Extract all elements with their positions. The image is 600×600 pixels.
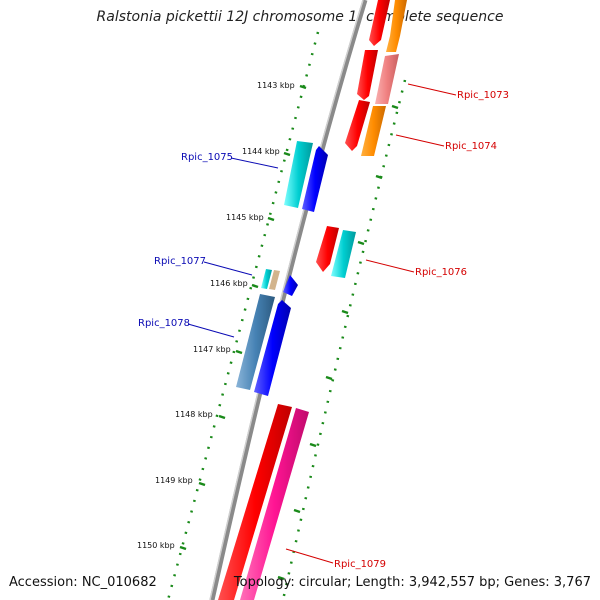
- gene-rpic-1074-red[interactable]: [345, 100, 370, 151]
- gene-label[interactable]: Rpic_1079: [334, 559, 386, 570]
- scale-label: 1147 kbp: [193, 345, 231, 354]
- gene-label[interactable]: Rpic_1075: [181, 152, 233, 163]
- scale-tick: [375, 174, 383, 180]
- gene-rpic-1072-orange[interactable]: [386, 0, 407, 52]
- scale-tick: [277, 575, 285, 581]
- scale-track-left: [166, 31, 320, 600]
- gene-rpic-1073-red[interactable]: [357, 50, 378, 100]
- scale-label: 1144 kbp: [242, 147, 280, 156]
- scale-tick: [267, 216, 275, 222]
- leader-rpic-1073: [407, 83, 457, 96]
- sequence-summary: Topology: circular; Length: 3,942,557 bp…: [233, 575, 591, 590]
- gene-label[interactable]: Rpic_1076: [415, 267, 467, 278]
- gene-rpic-1079-red[interactable]: [218, 404, 292, 600]
- scale-tick: [198, 481, 206, 487]
- leader-rpic-1079: [285, 548, 334, 564]
- scale-label: 1146 kbp: [210, 279, 248, 288]
- scale-tick: [309, 442, 317, 448]
- scale-tick: [391, 104, 399, 110]
- scale-tick: [251, 283, 259, 289]
- scale-label: 1149 kbp: [155, 476, 193, 485]
- gene-rpic-1075-blue[interactable]: [302, 146, 328, 212]
- leader-rpic-1078: [187, 323, 235, 338]
- gene-rpic-1077-tan[interactable]: [269, 270, 280, 290]
- gene-label[interactable]: Rpic_1077: [154, 256, 206, 267]
- accession-text: Accession: NC_010682: [9, 575, 157, 590]
- scale-label: 1148 kbp: [175, 410, 213, 419]
- scale-tick: [357, 240, 365, 246]
- scale-tick: [283, 151, 291, 157]
- scale-tick: [341, 309, 349, 315]
- chromosome-backbone: [209, 0, 368, 600]
- gene-rpic-1076-red[interactable]: [316, 226, 339, 272]
- gene-rpic-1074[interactable]: [361, 106, 386, 156]
- gene-rpic-1078-blue[interactable]: [254, 300, 291, 396]
- scale-tick: [293, 508, 301, 514]
- leader-rpic-1074: [395, 134, 445, 147]
- gene-rpic-1077[interactable]: [261, 269, 272, 289]
- scale-tick: [299, 84, 307, 90]
- gene-label[interactable]: Rpic_1078: [138, 318, 190, 329]
- gene-label[interactable]: Rpic_1073: [457, 90, 509, 101]
- gene-rpic-1076[interactable]: [331, 230, 356, 278]
- gene-rpic-1075[interactable]: [284, 141, 313, 208]
- scale-label: 1150 kbp: [137, 541, 175, 550]
- gene-rpic-1079[interactable]: [240, 408, 309, 600]
- leader-rpic-1077: [203, 261, 253, 276]
- gene-rpic-1073[interactable]: [375, 54, 399, 104]
- gene-label[interactable]: Rpic_1074: [445, 141, 497, 152]
- scale-tick: [325, 375, 333, 381]
- scale-tick: [218, 414, 226, 420]
- scale-tick: [179, 545, 187, 551]
- scale-label: 1145 kbp: [226, 213, 264, 222]
- gene-rpic-1072-red[interactable]: [369, 0, 390, 46]
- leader-rpic-1075: [230, 157, 279, 169]
- scale-label: 1143 kbp: [257, 81, 295, 90]
- scale-tick: [235, 349, 243, 355]
- gene-rpic-1078[interactable]: [236, 294, 275, 390]
- gene-rpic-1077-blue[interactable]: [283, 275, 298, 296]
- leader-rpic-1076: [365, 259, 415, 273]
